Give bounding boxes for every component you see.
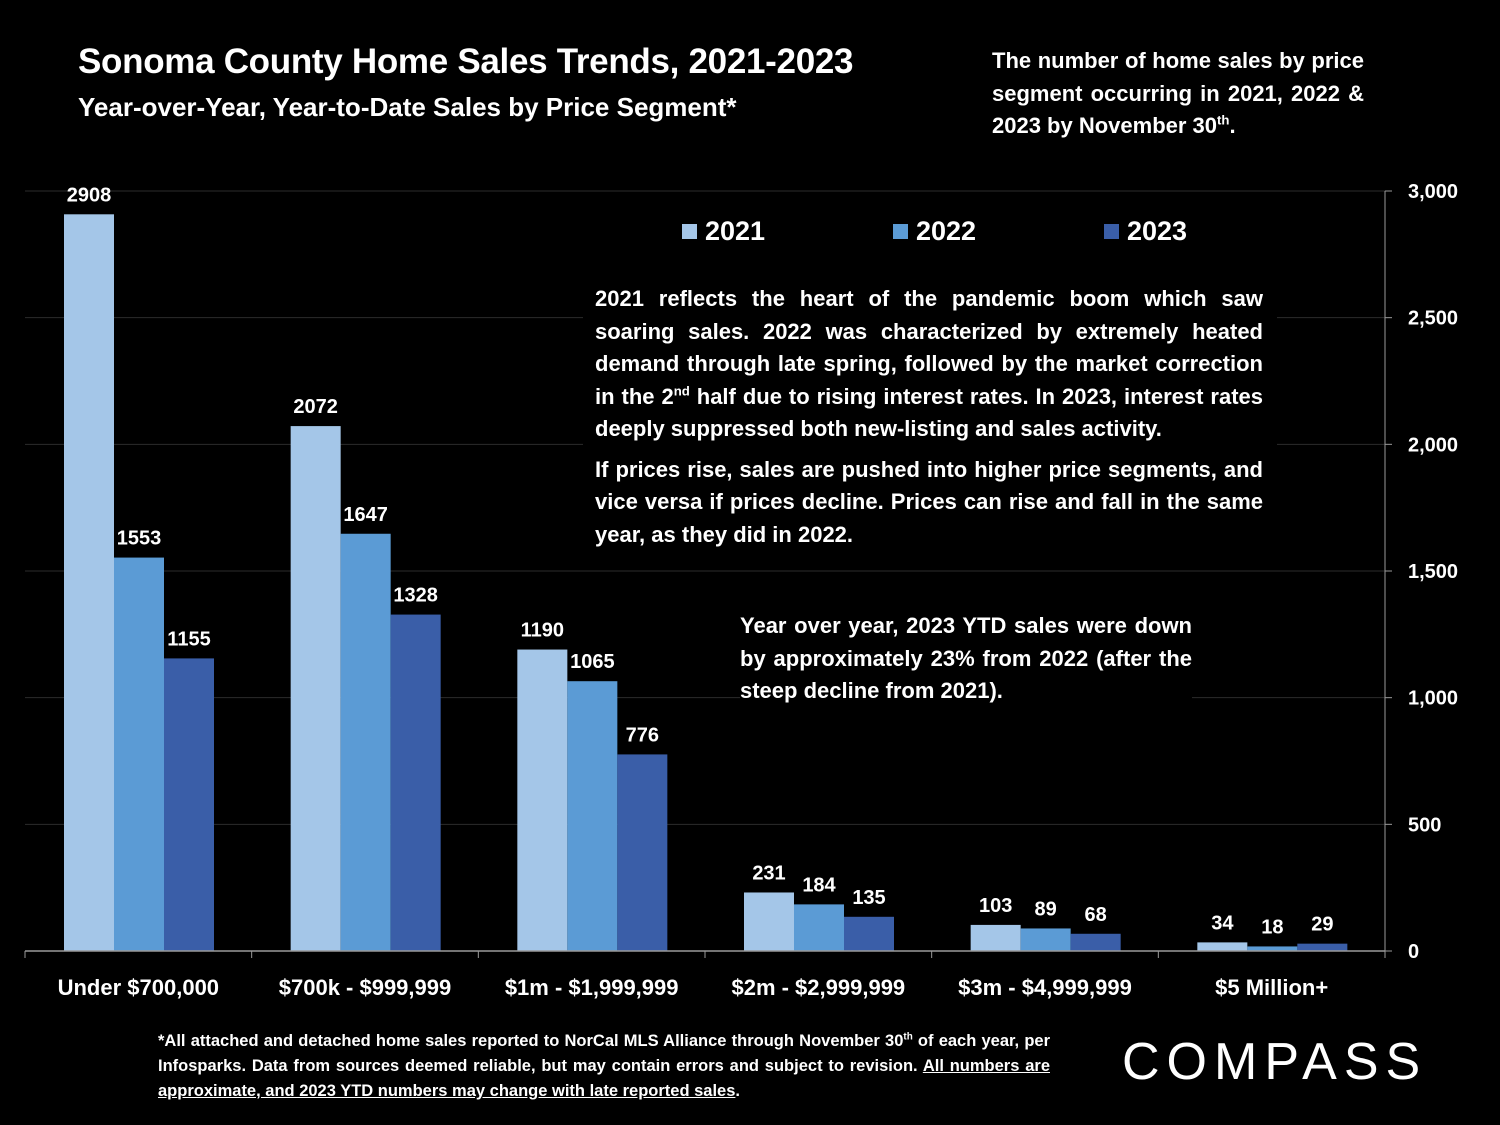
value-label-2022-3m-4-999-999: 89 [1035,898,1057,920]
bar-2023-under-700-000 [164,658,214,951]
value-label-2023-5-million: 29 [1311,914,1333,936]
annotation-pandemic: 2021 reflects the heart of the pandemic … [583,283,1277,559]
y-tick-label-1500: 1,500 [1408,561,1458,583]
value-label-2021-2m-2-999-999: 231 [752,862,785,884]
annotation-pandemic-p1: 2021 reflects the heart of the pandemic … [595,286,1264,441]
value-label-2022-1m-1-999-999: 1065 [570,651,615,673]
legend-label-2022: 2022 [916,216,977,246]
x-tick-label-3m-4-999-999: $3m - $4,999,999 [958,975,1132,1000]
chart-title: Sonoma County Home Sales Trends, 2021-20… [78,42,854,81]
legend-item-2021: 2021 [682,216,765,247]
x-tick-label-under-700-000: Under $700,000 [58,975,219,1000]
x-tick-label-2m-2-999-999: $2m - $2,999,999 [731,975,905,1000]
legend-swatch-2022 [893,224,908,239]
value-label-2023-1m-1-999-999: 776 [626,724,659,746]
value-label-2022-under-700-000: 1553 [117,528,162,550]
legend-item-2022: 2022 [893,216,976,247]
legend-swatch-2023 [1104,224,1119,239]
legend-swatch-2021 [682,224,697,239]
compass-logo: COMPASS [1122,1033,1428,1091]
y-tick-label-500: 500 [1408,814,1441,836]
value-label-2022-700k-999-999: 1647 [343,504,388,526]
annotation-yoy: Year over year, 2023 YTD sales were down… [740,610,1192,708]
x-tick-label-5-million: $5 Million+ [1215,975,1328,1000]
legend-item-2023: 2023 [1104,216,1187,247]
bar-2021-under-700-000 [64,214,114,952]
bar-2023-2m-2-999-999 [844,916,894,951]
bar-2023-700k-999-999 [390,614,441,951]
value-labels: 2908 1553 1155 2072 1647 1328 1190 1065 776 231 18… [67,184,1334,938]
value-label-2021-3m-4-999-999: 103 [979,895,1012,917]
legend-label-2023: 2023 [1127,216,1188,246]
footnote: *All attached and detached home sales re… [158,1031,1050,1100]
x-tick-label-1m-1-999-999: $1m - $1,999,999 [505,975,679,1000]
bar-2023-5-million [1297,943,1348,951]
top-note: The number of home sales by price segmen… [992,48,1364,138]
bar-2022-700k-999-999 [340,533,391,951]
axes [24,190,1392,958]
value-label-2022-5-million: 18 [1261,916,1283,938]
legend: 2021 2022 2023 [0,216,1500,256]
value-label-2021-1m-1-999-999: 1190 [521,620,564,642]
value-label-2022-2m-2-999-999: 184 [802,874,836,896]
bar-2021-5-million [1197,942,1248,951]
bar-2021-2m-2-999-999 [744,892,794,951]
y-tick-label-2500: 2,500 [1408,308,1458,330]
value-label-2021-700k-999-999: 2072 [293,396,338,418]
bar-2022-2m-2-999-999 [794,904,844,951]
y-tick-labels: 0 500 1,000 1,500 2,000 2,500 3,000 [1408,181,1458,963]
legend-label-2021: 2021 [705,216,766,246]
x-tick-label-700k-999-999: $700k - $999,999 [279,975,452,1000]
value-label-2023-700k-999-999: 1328 [393,585,438,607]
annotation-pandemic-p2: If prices rise, sales are pushed into hi… [595,456,1263,547]
bar-2022-1m-1-999-999 [567,681,618,951]
bar-2022-3m-4-999-999 [1020,928,1071,951]
value-label-2021-5-million: 34 [1211,912,1234,934]
bar-2021-700k-999-999 [290,426,341,951]
bar-2022-5-million [1247,946,1298,951]
bars [64,214,1348,952]
value-label-2023-3m-4-999-999: 68 [1085,904,1107,926]
bar-2022-under-700-000 [114,557,164,951]
value-label-2021-under-700-000: 2908 [67,184,112,206]
bar-2023-1m-1-999-999 [617,754,668,951]
y-tick-label-1000: 1,000 [1408,688,1458,710]
y-tick-label-3000: 3,000 [1408,181,1458,203]
bar-2023-3m-4-999-999 [1070,933,1121,951]
bar-2021-3m-4-999-999 [970,924,1021,951]
value-label-2023-under-700-000: 1155 [167,628,210,650]
bar-2021-1m-1-999-999 [517,649,568,951]
value-label-2023-2m-2-999-999: 135 [852,887,885,909]
x-tick-labels: Under $700,000 $700k - $999,999 $1m - $1,9… [58,975,1329,1000]
chart-subtitle: Year-over-Year, Year-to-Date Sales by Pr… [78,92,737,122]
y-tick-label-2000: 2,000 [1408,434,1458,456]
y-tick-label-0: 0 [1408,941,1419,963]
